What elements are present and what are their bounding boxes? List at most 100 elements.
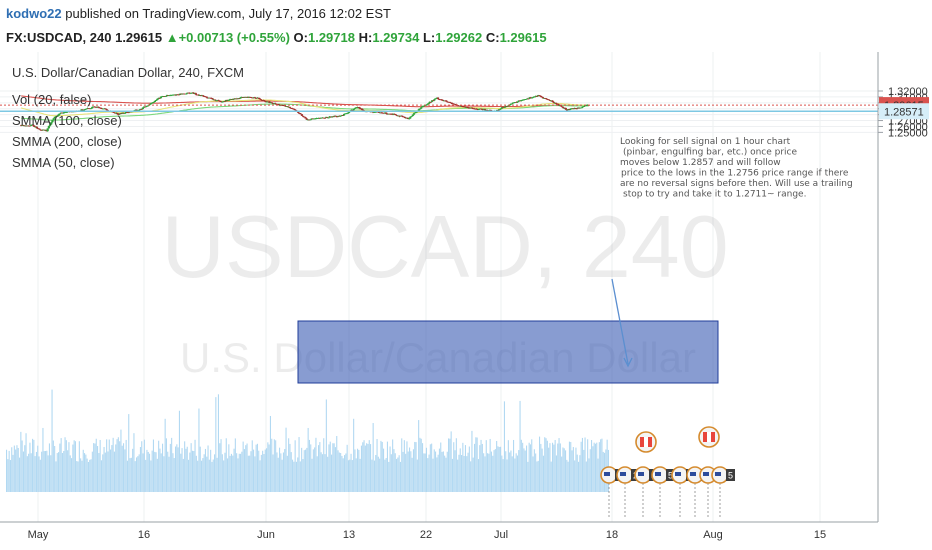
volume-bar: [160, 453, 162, 492]
volume-bar: [386, 441, 388, 492]
candle-body: [275, 104, 278, 105]
volume-bar: [588, 458, 590, 492]
candle-body: [188, 92, 191, 94]
volume-bar: [141, 441, 143, 492]
price-marker-label: 1.28571: [884, 106, 924, 118]
author-name[interactable]: kodwo22: [6, 6, 62, 21]
volume-bar: [571, 450, 573, 492]
candle-body: [38, 128, 41, 130]
candle-body: [210, 98, 213, 99]
candle-body: [177, 94, 181, 96]
volume-bar: [380, 440, 382, 492]
volume-bar: [39, 459, 41, 492]
smma50-line: [21, 99, 589, 117]
volume-bar: [489, 438, 491, 492]
candle-body: [247, 96, 250, 98]
volume-bar: [55, 461, 57, 492]
candle-body: [521, 99, 524, 101]
candle-body: [569, 108, 572, 110]
candle-body: [417, 109, 420, 112]
volume-bar: [360, 445, 362, 492]
candle-body: [140, 108, 143, 110]
ca-flag-stripe: [644, 437, 648, 447]
flag-canton: [675, 472, 681, 476]
time-axis[interactable]: May 16 Jun 13 22 Jul 18 Aug 15: [28, 529, 827, 541]
event-flags[interactable]: 22355335: [600, 426, 735, 519]
volume-bar: [124, 449, 126, 492]
volume-bar: [308, 439, 310, 492]
volume-bar: [363, 440, 365, 492]
chart-header: kodwo22 published on TradingView.com, Ju…: [0, 0, 932, 52]
ca-flag-stripe: [707, 432, 711, 442]
volume-bar: [536, 461, 538, 492]
candle-body: [469, 107, 472, 109]
candle-body: [175, 94, 178, 96]
volume-bar: [111, 445, 113, 492]
volume-bar: [58, 452, 60, 492]
candle-body: [82, 109, 85, 111]
candle-body: [581, 106, 584, 108]
volume-bar: [163, 456, 165, 492]
publish-info: published on TradingView.com, July 17, 2…: [65, 6, 391, 21]
candle-body: [403, 116, 406, 118]
candle-body: [575, 108, 578, 110]
candle-body: [488, 109, 491, 111]
candle-body: [463, 106, 466, 108]
volume-bar: [272, 454, 274, 492]
volume-bar: [472, 457, 474, 492]
volume-bar: [21, 440, 23, 492]
flag-count: 5: [668, 471, 673, 481]
volume-bar: [133, 433, 135, 492]
candle-body: [61, 112, 64, 114]
candle-body: [375, 111, 378, 113]
flag-canton: [655, 472, 661, 476]
volume-bar: [216, 457, 218, 492]
volume-bar: [87, 461, 89, 492]
candle-body: [543, 98, 546, 99]
volume-bar: [12, 454, 14, 492]
volume-bar: [424, 453, 426, 492]
volume-bar: [42, 427, 44, 492]
volume-bar: [16, 445, 18, 492]
candle-body: [103, 108, 106, 110]
annotation-note[interactable]: Looking for sell signal on 1 hour chart(…: [620, 137, 853, 200]
candle-body: [540, 96, 543, 98]
volume-bar: [320, 452, 322, 492]
volume-bar: [175, 446, 177, 492]
candle-body: [302, 115, 305, 117]
candle-body: [26, 125, 29, 127]
volume-bar: [156, 458, 158, 492]
volume-bar: [81, 460, 83, 492]
candle-body: [158, 97, 161, 99]
candle-body: [517, 100, 520, 102]
volume-bar: [201, 460, 203, 492]
price-levels: [0, 104, 878, 113]
candle-body: [453, 104, 457, 105]
volume-bar: [438, 448, 440, 492]
volume-bar: [280, 453, 282, 492]
volume-bar: [344, 455, 346, 492]
candle-body: [333, 115, 336, 117]
projection-arrow[interactable]: [611, 278, 629, 365]
candle-body: [458, 105, 461, 107]
volume-bar: [532, 456, 534, 492]
candle-body: [86, 108, 89, 110]
volume-bar: [432, 458, 434, 492]
candle-body: [306, 119, 310, 121]
candle-body: [235, 98, 238, 100]
candle-body: [238, 98, 241, 100]
candle-body: [194, 93, 197, 95]
volume-bar: [540, 443, 542, 492]
candle-body: [151, 102, 154, 104]
volume-bar: [340, 452, 342, 492]
open-label: O:: [293, 30, 308, 45]
volume-bar: [442, 451, 444, 492]
volume-bar: [362, 442, 364, 492]
volume-bar: [371, 459, 373, 492]
volume-bar: [254, 456, 256, 492]
candle-body: [244, 96, 247, 98]
volume-bar: [303, 450, 305, 492]
target-zone-box[interactable]: [297, 320, 719, 384]
price-axis[interactable]: 1.320001.310001.300001.290001.280001.270…: [878, 86, 929, 139]
chart-area[interactable]: USDCAD, 240 U.S. Dollar/Canadian Dollar …: [0, 52, 932, 550]
